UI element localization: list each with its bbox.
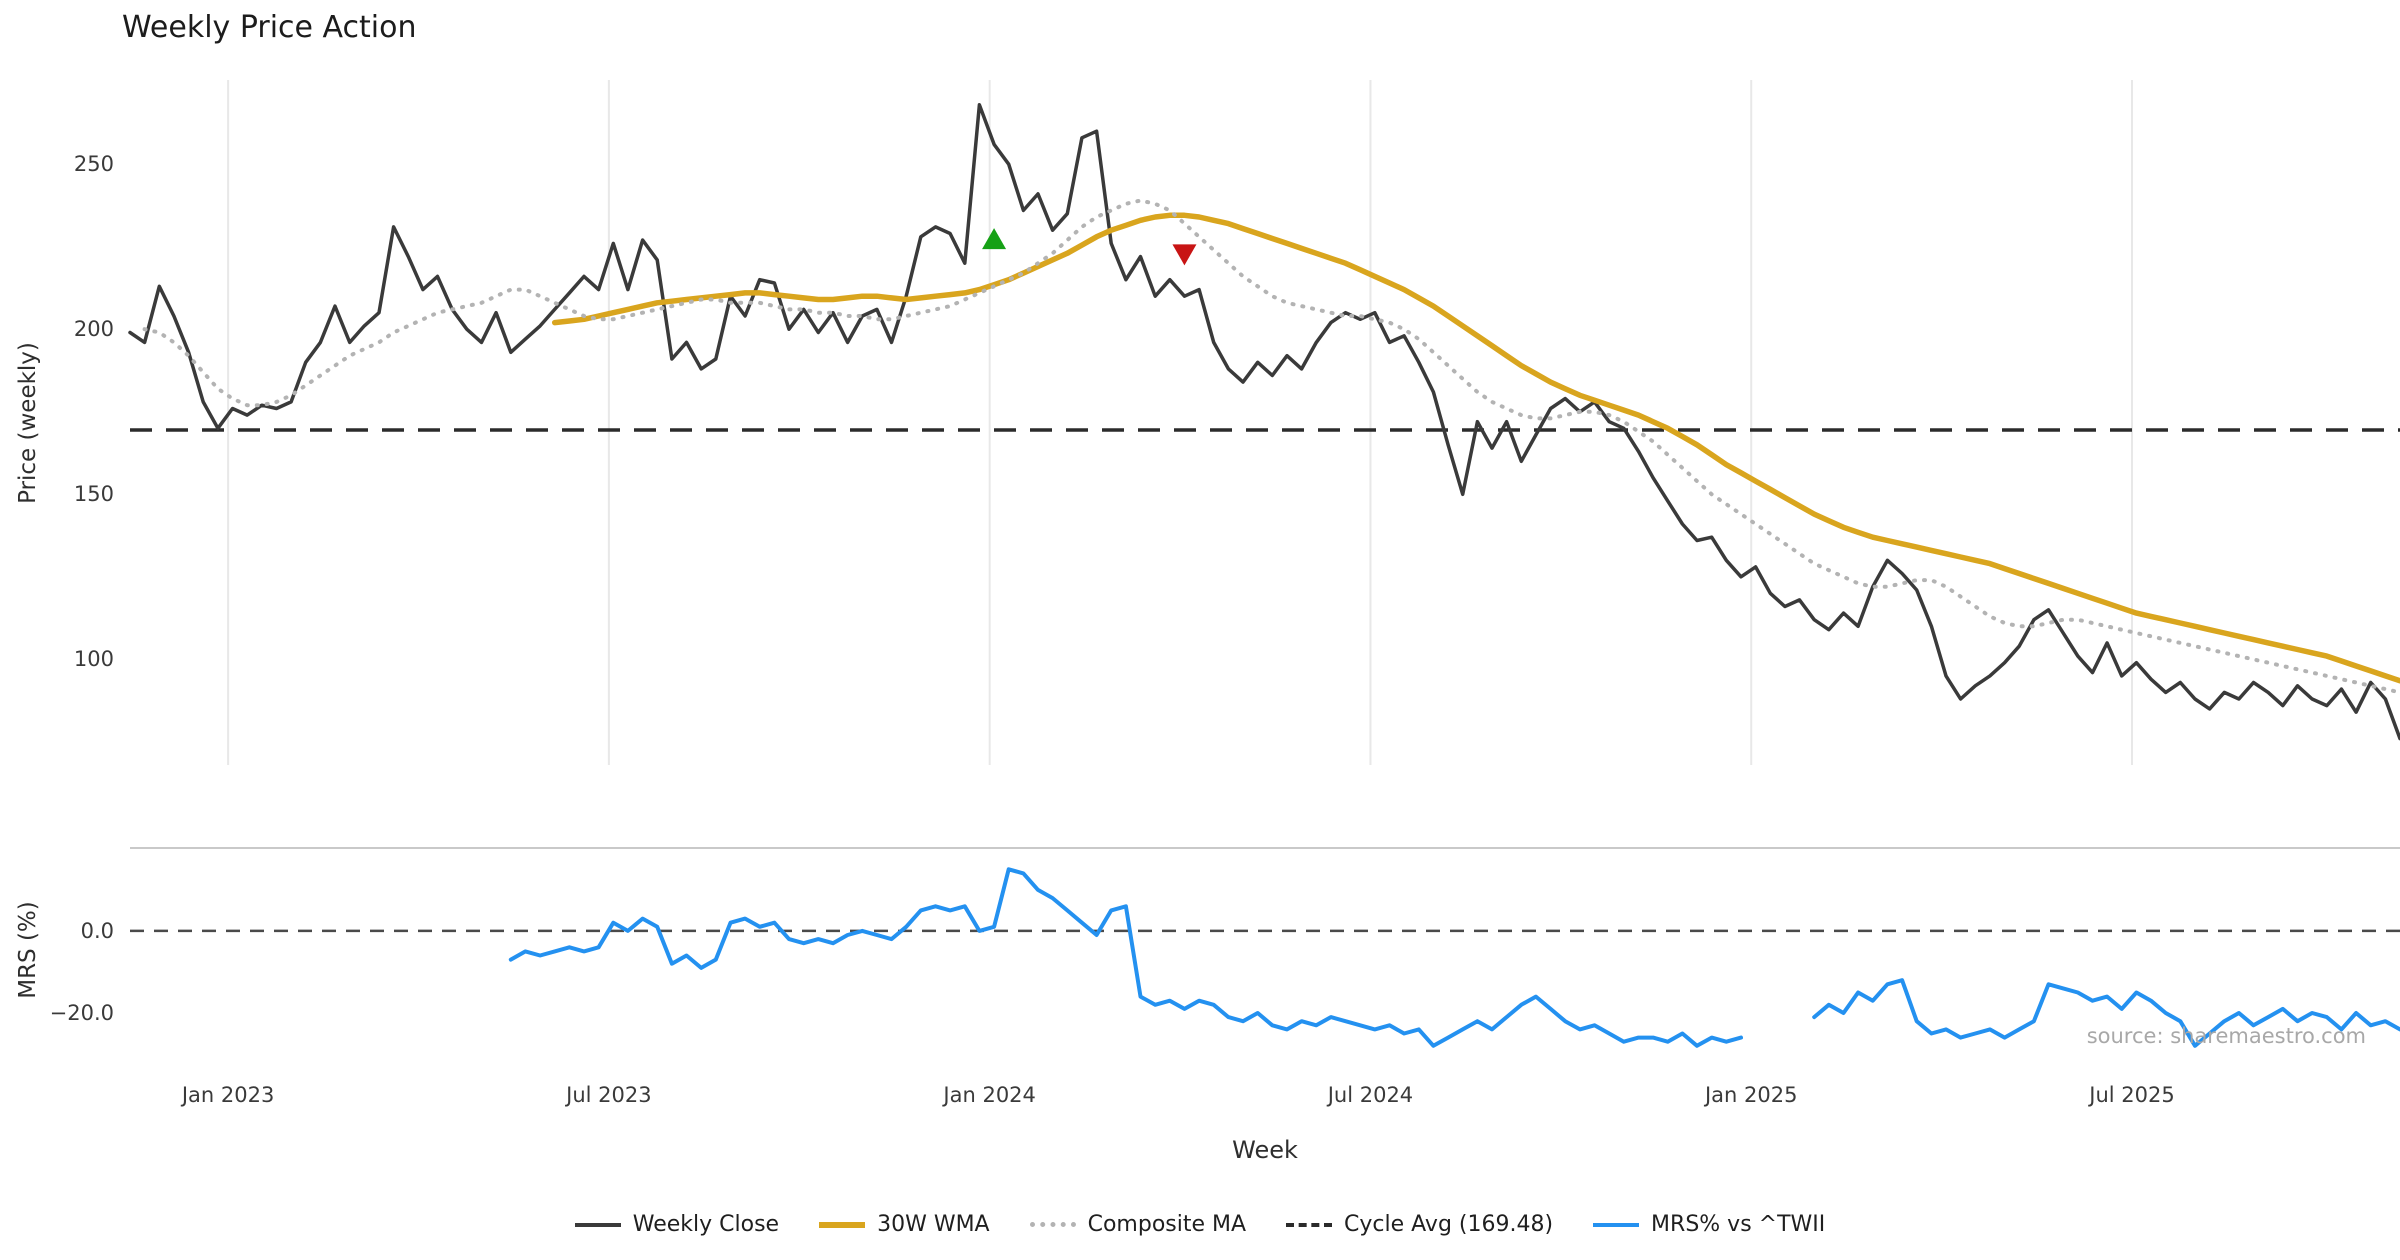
mrs-line-swatch [1593, 1222, 1640, 1227]
mrs-y-axis-label: MRS (%) [15, 901, 41, 999]
x-axis-label: Week [1232, 1136, 1298, 1164]
mrs-vs-twii-line [1812, 978, 2400, 1048]
cycle-avg-line-swatch [1286, 1222, 1333, 1227]
weekly-close-line-swatch [574, 1222, 621, 1227]
price-y-tick-label: 200 [73, 317, 114, 342]
mrs-y-tick-label: −20.0 [49, 1001, 114, 1025]
legend-item-composite-ma: Composite MA [1029, 1212, 1247, 1237]
legend-item-30w-wma: 30W WMA [819, 1212, 990, 1237]
buy-signal-marker [982, 228, 1007, 250]
legend-label-mrs: MRS% vs ^TWII [1651, 1212, 1826, 1237]
mrs-vs-twii-line [508, 867, 1743, 1048]
price-y-tick-label: 250 [73, 152, 114, 177]
composite-ma-line [142, 198, 2400, 695]
source-watermark: source: sharemaestro.com [2086, 1024, 2366, 1048]
legend-item-weekly-close: Weekly Close [574, 1212, 780, 1237]
price-y-axis-label: Price (weekly) [15, 342, 41, 504]
weekly-close-line [128, 103, 2400, 741]
composite-ma-line-swatch [1029, 1222, 1076, 1227]
legend-label-30w-wma: 30W WMA [877, 1212, 990, 1237]
legend-label-composite-ma: Composite MA [1087, 1212, 1247, 1237]
chart-title: Weekly Price Action [122, 10, 417, 45]
x-tick-label: Jul 2025 [2089, 1083, 2175, 1107]
legend-label-weekly-close: Weekly Close [632, 1212, 780, 1237]
wma-line-swatch [819, 1221, 866, 1228]
x-tick-label: Jul 2023 [566, 1083, 652, 1107]
legend-item-cycle-avg: Cycle Avg (169.48) [1286, 1212, 1553, 1237]
sell-signal-marker [1172, 244, 1197, 266]
legend-label-cycle-avg: Cycle Avg (169.48) [1344, 1212, 1554, 1237]
x-tick-label: Jul 2024 [1327, 1083, 1414, 1107]
x-tick-label: Jan 2023 [181, 1083, 275, 1107]
mrs-y-tick-label: 0.0 [80, 918, 114, 943]
price-y-tick-label: 150 [73, 482, 114, 507]
legend: Weekly Close 30W WMA Composite MA Cycle … [0, 1212, 2400, 1237]
30w-wma-line [551, 212, 2400, 684]
price-y-tick-label: 100 [73, 647, 114, 672]
x-tick-label: Jan 2025 [1704, 1083, 1798, 1107]
x-tick-label: Jan 2024 [943, 1083, 1036, 1107]
legend-item-mrs: MRS% vs ^TWII [1593, 1212, 1825, 1237]
